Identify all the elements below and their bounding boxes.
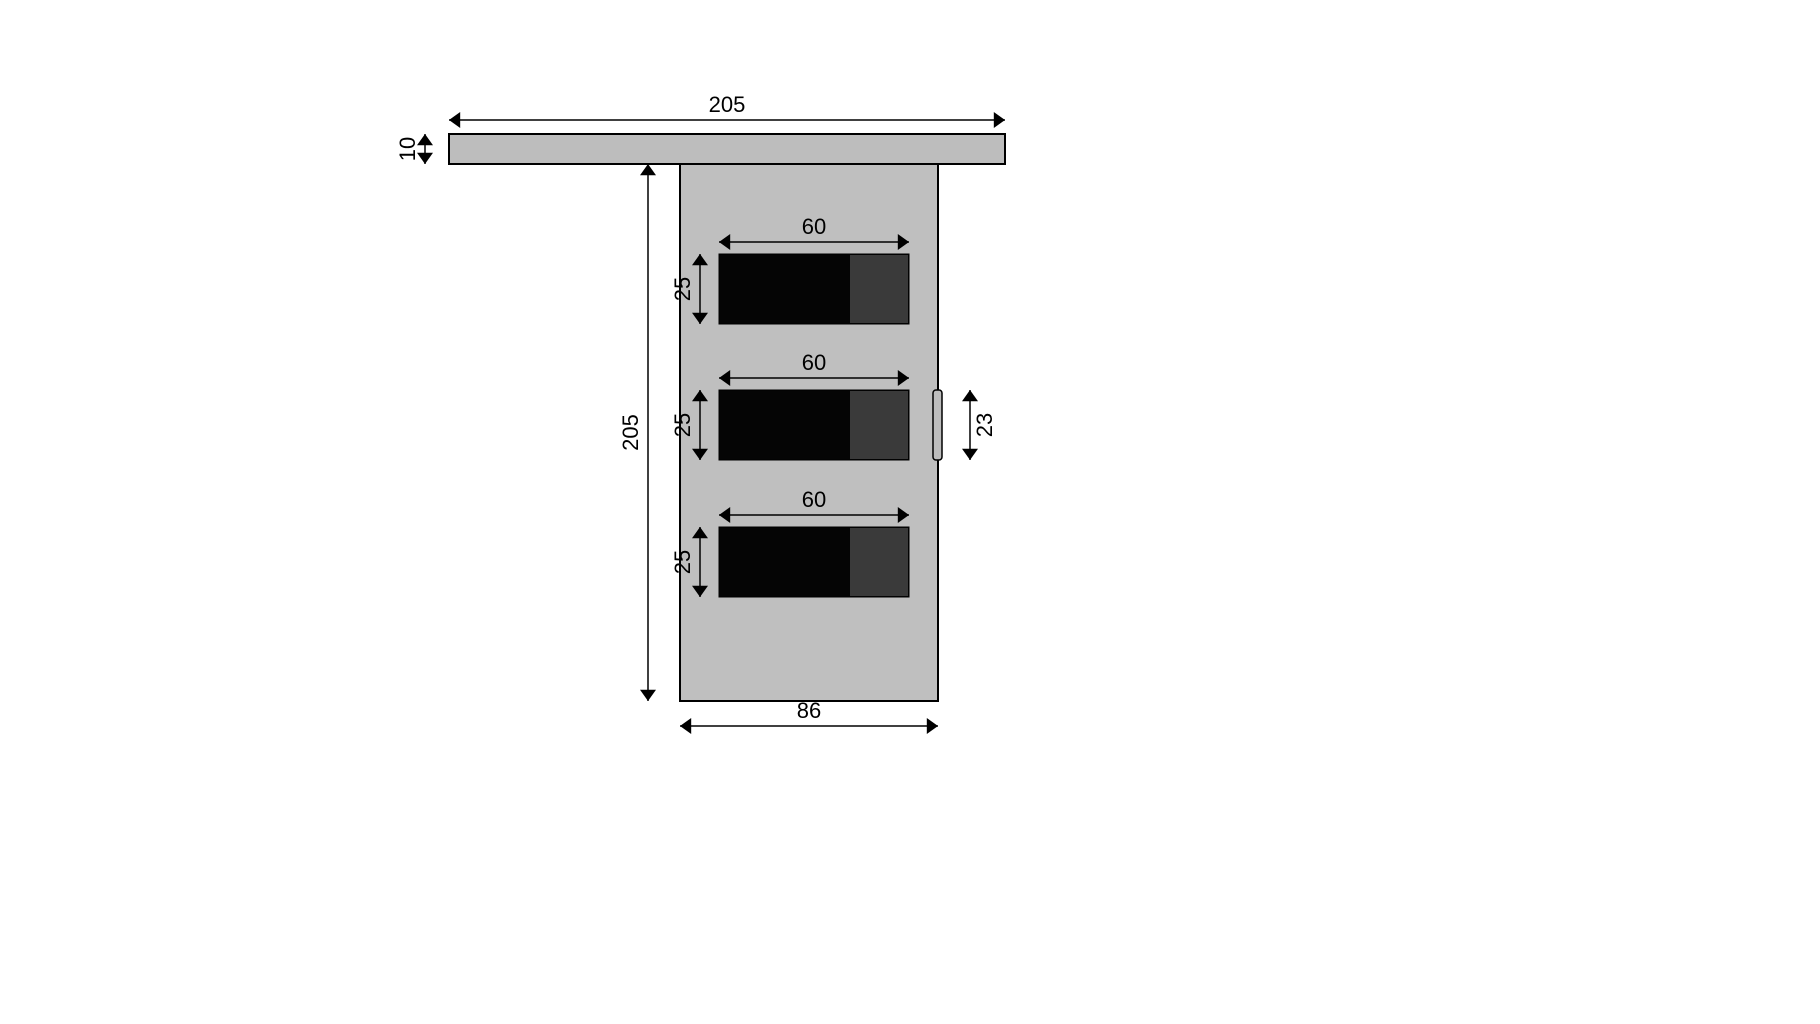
dim-door-width-label: 86 — [797, 698, 821, 723]
glass-panel-2 — [719, 390, 909, 460]
dim-handle-height-label: 23 — [972, 413, 997, 437]
dim-panel-3-height-label: 25 — [670, 550, 695, 574]
dim-panel-2-height-label: 25 — [670, 413, 695, 437]
dim-rail-width-label: 205 — [709, 92, 746, 117]
dim-panel-1-height-label: 25 — [670, 277, 695, 301]
dim-panel-2-width-label: 60 — [802, 350, 826, 375]
dim-panel-3-width-label: 60 — [802, 487, 826, 512]
dim-door-height-label: 205 — [618, 414, 643, 451]
dim-rail-height-label: 10 — [395, 137, 420, 161]
glass-panel-1 — [719, 254, 909, 324]
top-rail — [449, 134, 1005, 164]
door-dimension-diagram: 205 10 205 86 23 60 25 60 25 60 25 — [0, 0, 1820, 1024]
glass-panel-3 — [719, 527, 909, 597]
dim-panel-1-width-label: 60 — [802, 214, 826, 239]
door-handle — [933, 390, 942, 460]
